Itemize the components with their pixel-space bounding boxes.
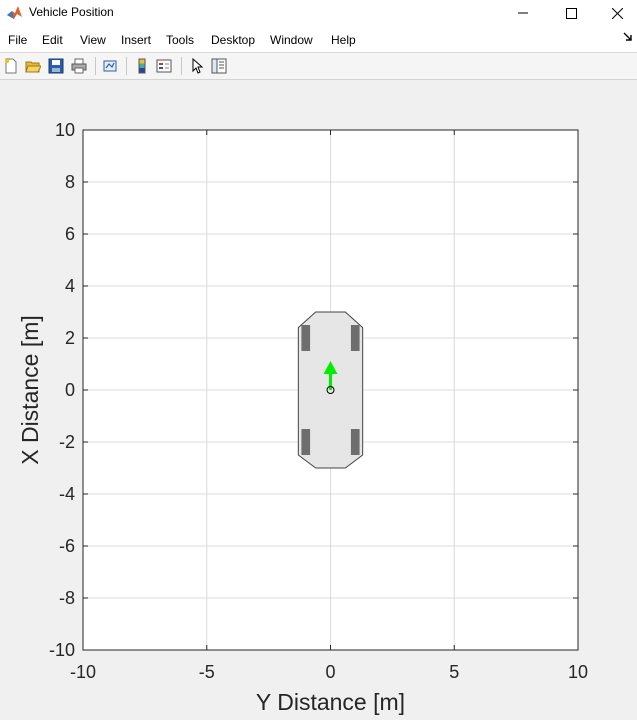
window-title: Vehicle Position — [29, 5, 114, 19]
menu-desktop[interactable]: Desktop — [211, 33, 255, 47]
y-axis-label: X Distance [m] — [17, 315, 43, 465]
save-button[interactable] — [47, 57, 65, 75]
link-plot-icon — [102, 58, 118, 74]
menu-view[interactable]: View — [80, 33, 106, 47]
toolbar-separator — [126, 57, 127, 75]
print-icon — [71, 58, 87, 74]
new-figure-button[interactable] — [2, 57, 20, 75]
maximize-icon — [566, 8, 577, 19]
minimize-icon — [518, 8, 528, 18]
y-tick-label: 10 — [55, 120, 75, 140]
toolbar-separator — [95, 57, 96, 75]
menu-tools[interactable]: Tools — [166, 33, 194, 47]
matlab-logo-icon — [6, 4, 23, 21]
vehicle-wheel — [351, 325, 360, 351]
save-icon — [48, 58, 64, 74]
y-tick-label: 8 — [65, 172, 75, 192]
x-tick-label: -5 — [199, 662, 215, 682]
menu-insert[interactable]: Insert — [121, 33, 151, 47]
open-file-button[interactable] — [24, 57, 42, 75]
x-tick-label: 5 — [449, 662, 459, 682]
y-tick-label: -2 — [59, 432, 75, 452]
menu-edit[interactable]: Edit — [42, 33, 63, 47]
open-file-icon — [25, 58, 41, 74]
vehicle-position-plot[interactable]: -10 -5 0 5 10 -10 -8 -6 -4 -2 0 2 4 6 8 10 Y Distance [… — [0, 80, 637, 720]
menu-file[interactable]: File — [8, 33, 27, 47]
insert-legend-icon — [156, 58, 172, 74]
x-tick-label: 10 — [568, 662, 588, 682]
close-icon — [612, 8, 623, 19]
vehicle-wheel — [351, 429, 360, 455]
toolbar-separator — [181, 57, 182, 75]
edit-plot-pointer-icon — [189, 58, 205, 74]
menu-help[interactable]: Help — [331, 33, 356, 47]
edit-plot-button[interactable] — [188, 57, 206, 75]
figure-toolbar — [0, 53, 637, 80]
menu-bar: File Edit View Insert Tools Desktop Wind… — [0, 26, 637, 53]
dock-arrow-icon[interactable] — [623, 32, 633, 42]
x-tick-label: 0 — [325, 662, 335, 682]
maximize-button[interactable] — [548, 0, 594, 26]
y-tick-label: 6 — [65, 224, 75, 244]
figure-canvas: -10 -5 0 5 10 -10 -8 -6 -4 -2 0 2 4 6 8 10 Y Distance [… — [0, 80, 637, 720]
y-tick-label: -10 — [49, 640, 75, 660]
menu-window[interactable]: Window — [270, 33, 313, 47]
x-axis-label: Y Distance [m] — [256, 689, 405, 715]
y-tick-label: -8 — [59, 588, 75, 608]
y-tick-label: 0 — [65, 380, 75, 400]
property-inspector-icon — [211, 58, 227, 74]
property-inspector-button[interactable] — [210, 57, 228, 75]
link-plot-button[interactable] — [101, 57, 119, 75]
insert-colorbar-button[interactable] — [133, 57, 151, 75]
insert-colorbar-icon — [134, 58, 150, 74]
minimize-button[interactable] — [500, 0, 546, 26]
vehicle-outline — [298, 312, 362, 468]
y-tick-label: -6 — [59, 536, 75, 556]
close-button[interactable] — [594, 0, 637, 26]
print-button[interactable] — [70, 57, 88, 75]
y-tick-label: -4 — [59, 484, 75, 504]
title-bar: Vehicle Position — [0, 0, 637, 26]
insert-legend-button[interactable] — [155, 57, 173, 75]
vehicle-wheel — [301, 429, 310, 455]
new-figure-icon — [3, 58, 19, 74]
x-tick-label: -10 — [70, 662, 96, 682]
y-tick-label: 2 — [65, 328, 75, 348]
y-tick-label: 4 — [65, 276, 75, 296]
vehicle-wheel — [301, 325, 310, 351]
